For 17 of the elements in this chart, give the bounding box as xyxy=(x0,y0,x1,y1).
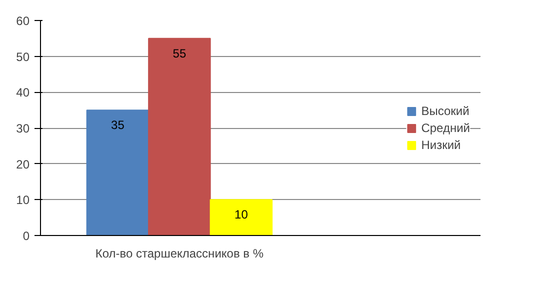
y-tick-label: 0 xyxy=(22,229,30,243)
legend-label: Средний xyxy=(421,120,470,134)
legend-label: Высокий xyxy=(421,104,470,118)
y-tick-label: 30 xyxy=(16,122,30,136)
bar xyxy=(210,199,273,236)
y-tick-label: 10 xyxy=(16,193,30,208)
data-label: 55 xyxy=(172,46,186,60)
y-tick-label: 60 xyxy=(16,14,30,28)
legend-label: Низкий xyxy=(421,138,461,152)
data-label: 10 xyxy=(234,208,248,222)
bar xyxy=(148,38,211,236)
bar xyxy=(86,110,150,236)
y-tick-label: 50 xyxy=(16,50,30,64)
y-tick-label: 40 xyxy=(16,86,30,100)
data-label: 35 xyxy=(111,118,125,132)
x-tick-label: Кол-во старшеклассников в % xyxy=(95,246,264,260)
y-tick-label: 20 xyxy=(16,157,30,172)
